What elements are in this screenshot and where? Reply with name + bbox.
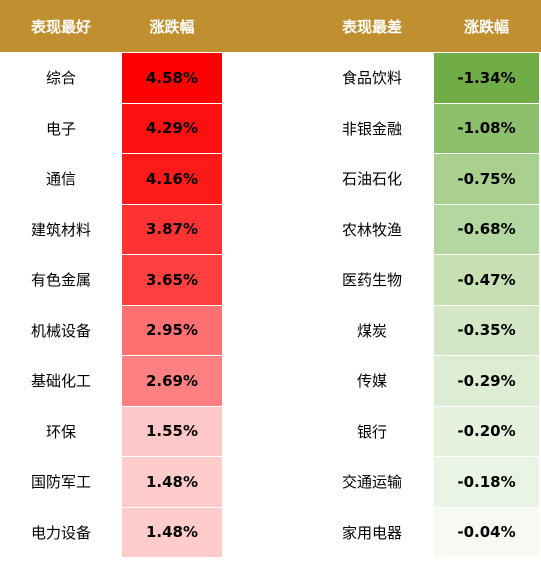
header-cell: 涨跌幅: [122, 0, 222, 52]
sector-name: 基础化工: [30, 372, 91, 391]
sector-name: 有色金属: [30, 271, 91, 290]
sector-name: 交通运输: [341, 473, 402, 492]
header-cell: 表现最差: [320, 0, 424, 52]
sector-name: 非银金融: [341, 119, 402, 138]
sector-name: 煤炭: [356, 321, 387, 340]
sector-name: 电力设备: [30, 523, 91, 542]
change-value: -0.68%: [434, 204, 539, 254]
change-value: 2.95%: [122, 305, 222, 355]
change-value: -0.47%: [434, 255, 539, 305]
change-value: 4.29%: [122, 103, 222, 153]
change-value: -0.20%: [434, 406, 539, 456]
sector-name: 家用电器: [341, 523, 402, 542]
sector-name: 通信: [45, 170, 76, 189]
change-value: -0.35%: [434, 305, 539, 355]
change-value: -0.18%: [434, 457, 539, 507]
change-value: -1.08%: [434, 103, 539, 153]
change-value: -0.04%: [434, 507, 539, 557]
sector-name: 医药生物: [341, 271, 402, 290]
change-value: 1.48%: [122, 507, 222, 557]
sector-name: 建筑材料: [30, 220, 91, 239]
sector-name: 农林牧渔: [341, 220, 402, 239]
sector-name: 电子: [45, 119, 76, 138]
header-cell: 涨跌幅: [434, 0, 539, 52]
change-value: 4.58%: [122, 53, 222, 103]
sector-name: 机械设备: [30, 321, 91, 340]
change-value: 3.87%: [122, 204, 222, 254]
change-value: -0.75%: [434, 154, 539, 204]
sector-name: 石油石化: [341, 170, 402, 189]
change-value: 3.65%: [122, 255, 222, 305]
change-value: 2.69%: [122, 356, 222, 406]
sector-name: 国防军工: [30, 473, 91, 492]
change-value: -1.34%: [434, 53, 539, 103]
sector-name: 综合: [45, 69, 76, 88]
sector-name: 环保: [45, 422, 76, 441]
change-value: -0.29%: [434, 356, 539, 406]
header-cell: 表现最好: [0, 0, 122, 52]
change-value: 1.48%: [122, 457, 222, 507]
sector-name: 食品饮料: [341, 69, 402, 88]
sector-name: 传媒: [356, 372, 387, 391]
change-value: 4.16%: [122, 154, 222, 204]
change-value: 1.55%: [122, 406, 222, 456]
sector-name: 银行: [356, 422, 387, 441]
